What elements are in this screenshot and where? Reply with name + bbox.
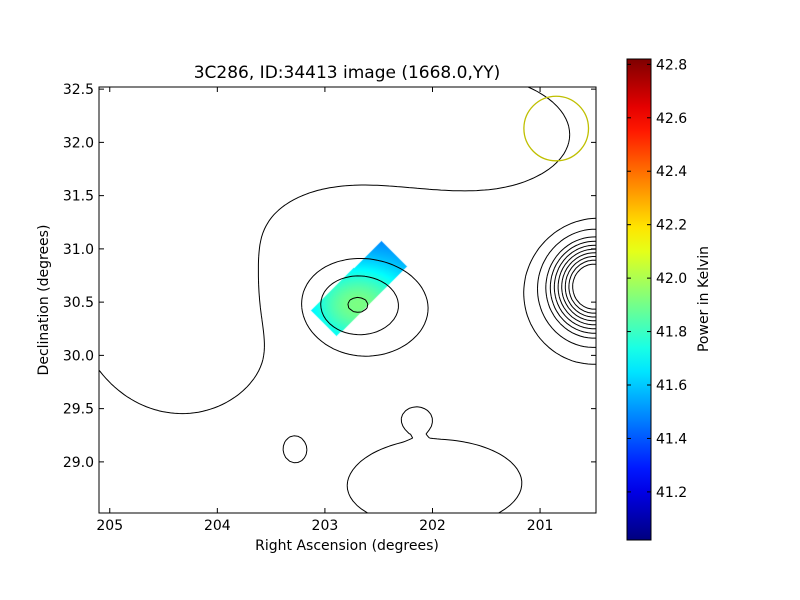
- x-tick-label: 205: [96, 518, 123, 534]
- plot-area: 205 204 203 202 201 29.0 29.5 30.0 30.5 31.0 31.5…: [63, 82, 597, 534]
- colorbar-gradient: [626, 58, 652, 541]
- x-tick-label: 202: [419, 518, 446, 534]
- y-tick-label: 30.0: [63, 348, 94, 364]
- contour-level-1: [282, 217, 596, 513]
- contour-level-10: [572, 263, 596, 310]
- y-axis-label: Declination (degrees): [36, 225, 52, 376]
- colorbar: 41.2 41.4 41.6 41.8 42.0 42.2 42.4 42.6 42.8: [626, 57, 687, 541]
- colorbar-tick-label: 42.4: [656, 164, 687, 180]
- y-tick-label: 32.0: [63, 135, 94, 151]
- colorbar-tick-label: 42.8: [656, 57, 687, 73]
- y-tick-label: 30.5: [63, 295, 94, 311]
- y-tick-label: 32.5: [63, 82, 94, 98]
- x-tick-label: 204: [204, 518, 231, 534]
- colorbar-tick-label: 41.8: [656, 325, 687, 341]
- contour-lines: [99, 87, 596, 513]
- contour-level-5: [553, 244, 596, 330]
- colorbar-tick-label: 41.2: [656, 485, 687, 501]
- chart-title: 3C286, ID:34413 image (1668.0,YY): [194, 63, 501, 83]
- colorbar-ticks: 41.2 41.4 41.6 41.8 42.0 42.2 42.4 42.6 42.8: [627, 57, 687, 501]
- x-tick-label: 201: [527, 518, 554, 534]
- colorbar-tick-label: 42.0: [656, 271, 687, 287]
- colorbar-tick-label: 42.6: [656, 111, 687, 127]
- plot-frame: [98, 86, 597, 514]
- contour-level-8: [564, 256, 596, 318]
- x-axis-label: Right Ascension (degrees): [255, 538, 439, 554]
- colorbar-tick-label: 41.6: [656, 378, 687, 394]
- colorbar-label: Power in Kelvin: [696, 246, 712, 352]
- contour-level-3: [347, 236, 596, 339]
- heatmap-image: [99, 87, 596, 513]
- x-axis-ticks: 205 204 203 202 201: [96, 87, 553, 534]
- beam-circle: [523, 95, 590, 162]
- contour-level-7: [561, 252, 596, 322]
- x-tick-label: 203: [312, 518, 339, 534]
- contour-level-2: [320, 228, 596, 348]
- colorbar-tick-label: 41.4: [656, 431, 687, 447]
- y-tick-label: 29.0: [63, 455, 94, 471]
- contour-level-9: [568, 259, 596, 314]
- y-axis-ticks: 29.0 29.5 30.0 30.5 31.0 31.5 32.0 32.5: [63, 82, 596, 471]
- contour-level-4: [549, 240, 596, 334]
- y-tick-label: 29.5: [63, 402, 94, 418]
- y-tick-label: 31.5: [63, 189, 94, 205]
- y-tick-label: 31.0: [63, 242, 94, 258]
- colorbar-tick-label: 42.2: [656, 218, 687, 234]
